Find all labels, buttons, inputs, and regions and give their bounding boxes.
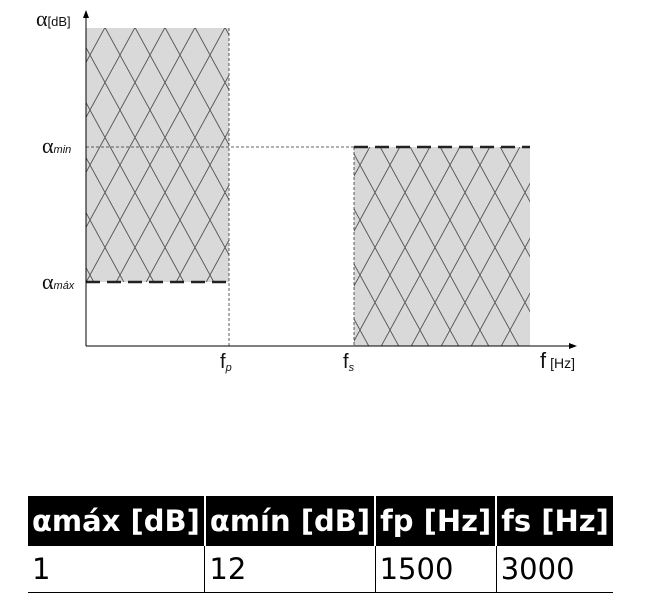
cell-fs: 3000 xyxy=(495,546,613,593)
table-row: 1 12 1500 3000 xyxy=(28,546,613,593)
x-axis-arrow xyxy=(569,343,577,349)
header-alpha-min: αmín [dB] xyxy=(203,496,376,546)
stopband-hatch xyxy=(354,147,530,346)
cell-fp: 1500 xyxy=(374,546,497,593)
y-axis-arrow xyxy=(83,10,89,18)
filter-spec-diagram: α[dB] αmin αmáx fp fs f [Hz] xyxy=(36,6,577,374)
alpha-min-label: αmin xyxy=(42,133,71,158)
passband-hatch xyxy=(86,28,229,282)
fs-label: fs xyxy=(343,351,355,374)
header-fp: fp [Hz] xyxy=(374,496,497,546)
cell-alpha-min: 12 xyxy=(204,546,376,593)
header-fs: fs [Hz] xyxy=(495,496,613,546)
spec-table: αmáx [dB] αmín [dB] fp [Hz] fs [Hz] 1 12… xyxy=(28,496,613,593)
cell-alpha-max: 1 xyxy=(28,546,205,593)
x-axis-label: f [Hz] xyxy=(540,348,575,373)
table-header-row: αmáx [dB] αmín [dB] fp [Hz] fs [Hz] xyxy=(28,496,613,546)
fp-label: fp xyxy=(220,351,232,374)
header-alpha-max: αmáx [dB] xyxy=(28,496,205,546)
y-axis-label: α[dB] xyxy=(36,6,71,31)
alpha-max-label: αmáx xyxy=(42,269,75,294)
